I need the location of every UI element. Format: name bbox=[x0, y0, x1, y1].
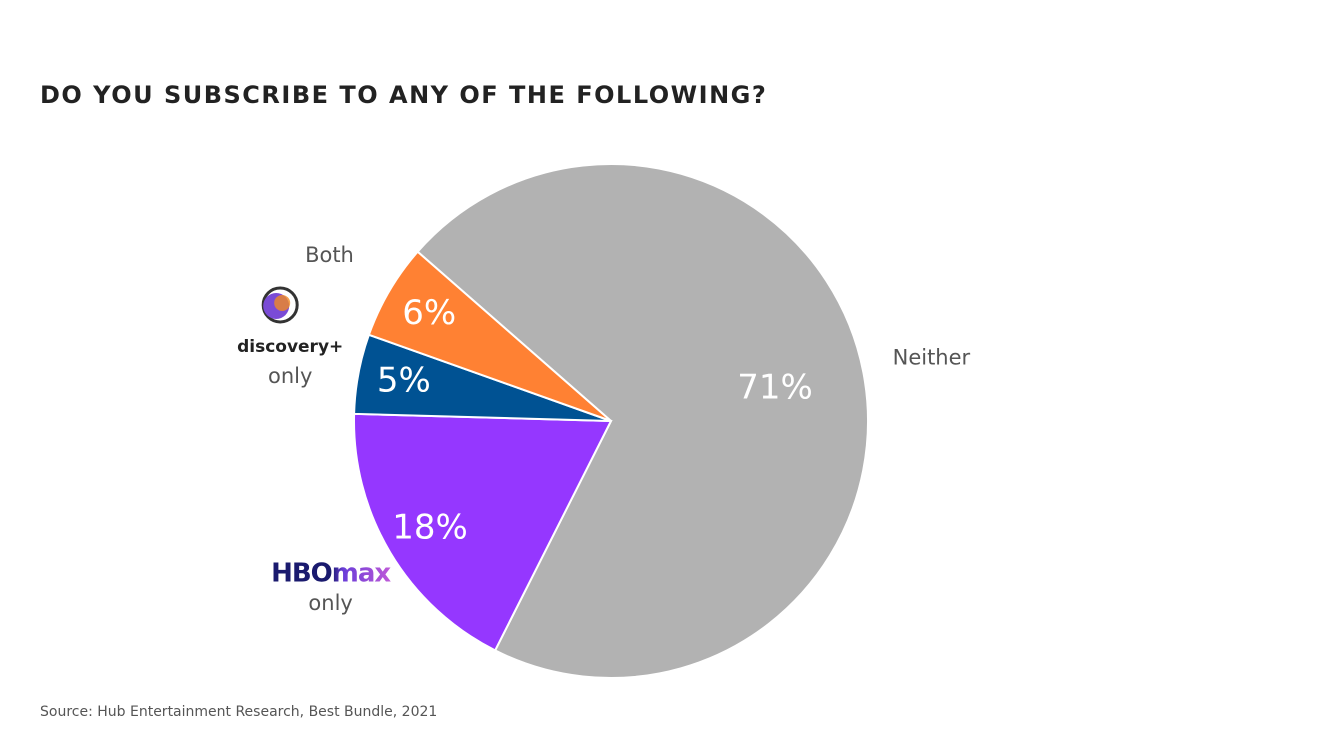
brand-logo: HBOmax bbox=[271, 559, 391, 589]
category-label: only bbox=[308, 591, 352, 615]
brand-logo: discovery+ bbox=[237, 337, 343, 357]
value-label: 5% bbox=[377, 361, 431, 401]
category-label: Neither bbox=[893, 346, 971, 370]
source-note: Source: Hub Entertainment Research, Best… bbox=[40, 704, 437, 720]
pie-slice bbox=[367, 250, 612, 422]
category-label: only bbox=[268, 364, 312, 388]
value-label: 18% bbox=[392, 507, 468, 547]
category-label: Both bbox=[305, 243, 354, 267]
chart-title: DO YOU SUBSCRIBE TO ANY OF THE FOLLOWING… bbox=[40, 81, 767, 109]
pie-slice bbox=[416, 163, 869, 679]
value-label: 6% bbox=[402, 293, 456, 333]
pie-slice bbox=[353, 412, 613, 652]
value-label: 71% bbox=[737, 368, 813, 408]
logo-icon bbox=[274, 294, 291, 311]
